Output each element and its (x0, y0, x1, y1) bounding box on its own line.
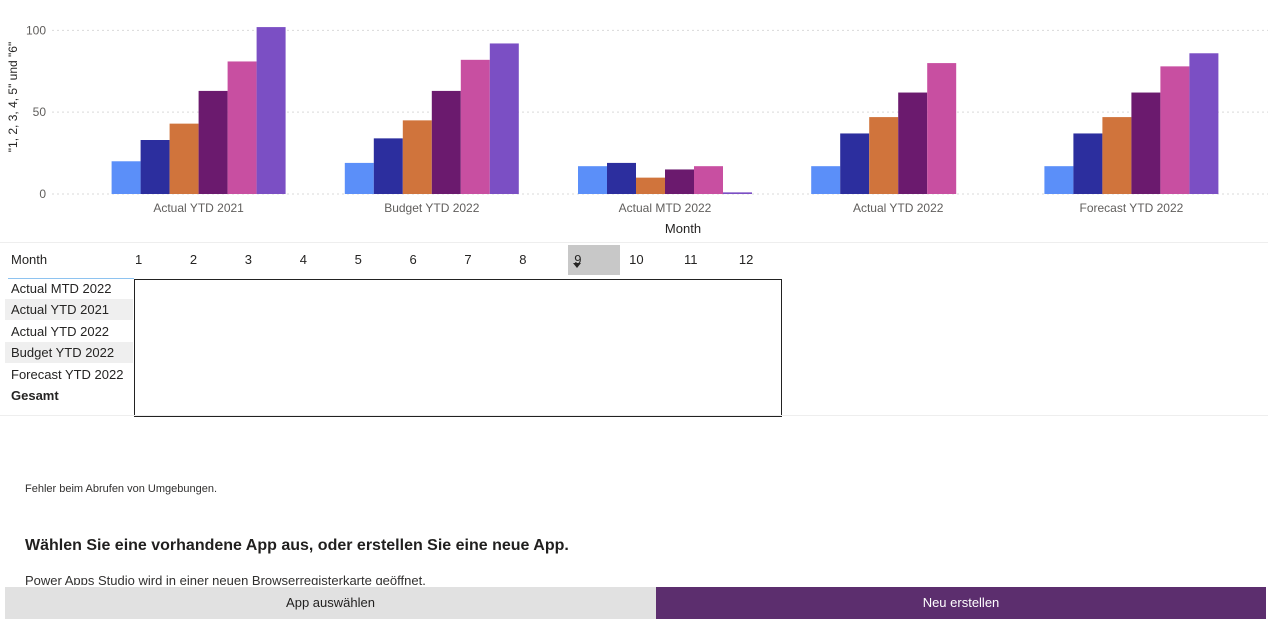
bar[interactable] (111, 161, 141, 194)
month-label: 2 (189, 252, 198, 267)
y-axis-ticks: 0 50 100 (26, 23, 46, 201)
bar[interactable] (460, 59, 490, 195)
y-axis-title: "1, 2, 3, 4, 5" und "6" (6, 42, 20, 152)
powerapps-heading: Wählen Sie eine vorhandene App aus, oder… (25, 537, 569, 554)
bar[interactable] (927, 63, 957, 194)
bar[interactable] (1160, 66, 1190, 194)
matrix-values-area (134, 279, 782, 417)
matrix-total-row-label: Gesamt (11, 388, 59, 403)
y-tick-label: 100 (26, 23, 46, 37)
powerapps-subtext: Power Apps Studio wird in einer neuen Br… (25, 573, 426, 585)
x-axis-title: Month (665, 221, 701, 236)
matrix-column-header-title: Month (11, 252, 48, 267)
month-label: 3 (244, 252, 253, 267)
matrix-row-label[interactable]: Actual MTD 2022 (11, 281, 112, 296)
header-divider (8, 278, 134, 279)
chart-bars[interactable] (111, 27, 1219, 195)
bar[interactable] (169, 123, 199, 194)
bar[interactable] (344, 162, 374, 194)
month-header-4[interactable]: 4 (294, 245, 346, 275)
x-tick-label: Forecast YTD 2022 (1079, 201, 1183, 215)
bar[interactable] (373, 138, 403, 194)
select-app-button[interactable]: App auswählen (5, 587, 656, 619)
month-label: 6 (409, 252, 417, 267)
y-tick-label: 50 (33, 105, 47, 119)
month-header-10[interactable]: 10 (623, 245, 675, 275)
month-label: 5 (354, 252, 362, 267)
bar[interactable] (1189, 53, 1219, 194)
month-header-6[interactable]: 6 (404, 245, 456, 275)
x-tick-label: Budget YTD 2022 (384, 201, 480, 215)
bar[interactable] (227, 61, 257, 194)
month-header-5[interactable]: 5 (349, 245, 401, 275)
bar[interactable] (578, 166, 607, 194)
month-header-1[interactable]: 1 (129, 245, 181, 275)
matrix-visual: Month 1 2 3 4 5 6 7 8 9 10 11 12 Actual MTD 2022 Act… (0, 242, 1268, 417)
x-axis-category-labels: Actual YTD 2021 Budget YTD 2022 Actual MTD… (153, 201, 1183, 215)
matrix-row-label[interactable]: Actual YTD 2021 (5, 299, 133, 321)
x-tick-label: Actual YTD 2021 (153, 201, 244, 215)
x-tick-label: Actual MTD 2022 (619, 201, 712, 215)
bar[interactable] (402, 120, 432, 194)
bar[interactable] (898, 92, 928, 194)
error-message: Fehler beim Abrufen von Umgebungen. (25, 483, 218, 495)
bar[interactable] (1131, 92, 1161, 194)
month-label: 4 (299, 252, 307, 267)
month-header-3[interactable]: 3 (239, 245, 291, 275)
month-label: 12 (738, 252, 754, 267)
month-label: 9 (574, 252, 582, 267)
month-label: 1 (135, 252, 143, 267)
bar[interactable] (840, 133, 870, 194)
bar[interactable] (198, 90, 228, 194)
bar[interactable] (489, 43, 519, 194)
bar[interactable] (811, 166, 841, 194)
panel-divider (0, 415, 1268, 416)
month-label: 11 (684, 252, 698, 267)
x-tick-label: Actual YTD 2022 (853, 201, 944, 215)
bar[interactable] (256, 27, 286, 194)
matrix-row-label[interactable]: Budget YTD 2022 (5, 342, 133, 364)
bar[interactable] (140, 140, 170, 194)
month-header-11[interactable]: 11 (678, 245, 730, 275)
month-header-12[interactable]: 12 (733, 245, 785, 275)
matrix-row-label[interactable]: Actual YTD 2022 (11, 323, 110, 339)
matrix-row-label[interactable]: Forecast YTD 2022 (11, 366, 124, 382)
bar[interactable] (694, 166, 723, 194)
bar[interactable] (665, 169, 694, 194)
bar[interactable] (1102, 117, 1132, 194)
bar[interactable] (607, 162, 636, 194)
bar[interactable] (431, 90, 461, 194)
y-tick-label: 0 (39, 187, 46, 201)
bar[interactable] (1044, 166, 1074, 194)
create-new-app-button[interactable]: Neu erstellen (656, 587, 1266, 619)
month-label: 8 (519, 252, 527, 267)
bar[interactable] (1073, 133, 1103, 194)
month-header-8[interactable]: 8 (513, 245, 565, 275)
sort-down-icon (573, 263, 582, 268)
bar[interactable] (869, 117, 899, 194)
month-header-2[interactable]: 2 (184, 245, 236, 275)
month-label: 10 (629, 252, 644, 267)
bar[interactable] (723, 192, 752, 194)
bar[interactable] (636, 177, 665, 194)
month-header-9[interactable]: 9 (568, 245, 621, 275)
month-header-7[interactable]: 7 (458, 245, 510, 275)
month-label: 7 (464, 252, 472, 267)
